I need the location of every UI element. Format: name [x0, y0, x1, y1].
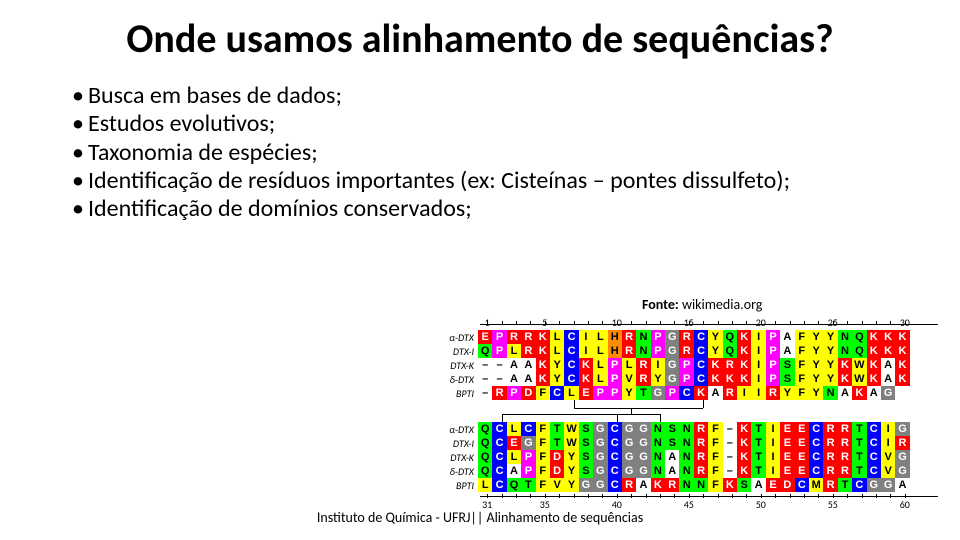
sequence-alignment-figure: 151015202530 α-DTXEPRRKLCILHRNPGRCYQKIPA…	[420, 314, 940, 510]
slide-title: Onde usamos alinhamento de sequências?	[0, 0, 960, 60]
bullet-item: Estudos evolutivos;	[88, 110, 890, 138]
bullet-item: Busca em bases de dados;	[88, 82, 890, 110]
bullet-item: Taxonomia de espécies;	[88, 139, 890, 167]
alignment-ruler-bottom: 31354045505560	[480, 494, 940, 510]
alignment-block-1: α-DTXEPRRKLCILHRNPGRCYQKIPAFYYNQKKKDTX-I…	[420, 330, 940, 400]
alignment-block-2: α-DTXQCLCFTWSGCGGNSNRF–KTIEECRRTCIGDTX-I…	[420, 422, 940, 492]
bullet-item: Identificação de resíduos importantes (e…	[88, 167, 890, 195]
bullet-item: Identificação de domínios conservados;	[88, 195, 890, 223]
source-credit: Fonte: wikimedia.org	[642, 296, 762, 313]
alignment-ruler-top: 151015202530	[480, 314, 940, 330]
bullet-list: Busca em bases de dados; Estudos evoluti…	[0, 60, 960, 224]
slide-footer: Instituto de Química - UFRJ|| Alinhament…	[0, 509, 960, 526]
alignment-connector	[480, 400, 940, 422]
